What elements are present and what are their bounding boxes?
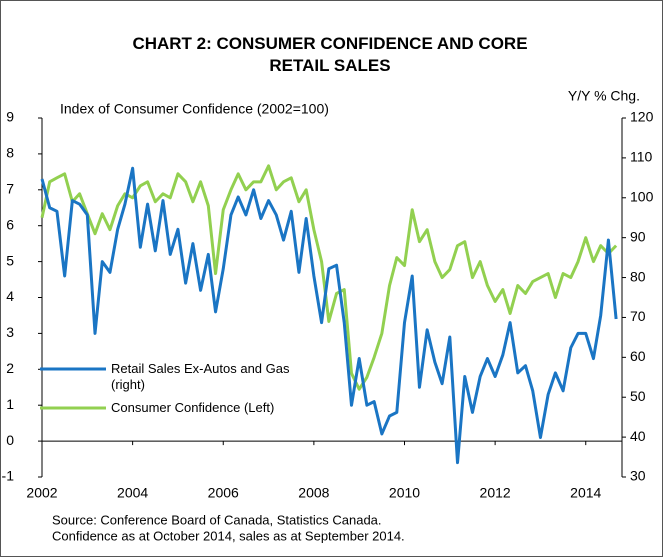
y-tick-label: 2 [6,360,14,376]
x-tick-label: 2012 [480,485,511,501]
y2-tick-label: 60 [630,348,646,364]
y2-tick-label: 50 [630,388,646,404]
y-tick-label: 1 [6,396,14,412]
series-line [40,166,618,465]
legend-label: Consumer Confidence (Left) [111,400,275,415]
x-tick-label: 2002 [26,485,57,501]
y-tick-label: 6 [6,216,14,232]
x-tick-label: 2004 [117,485,148,501]
x-tick-label: 2006 [208,485,239,501]
y-tick-label: 5 [6,252,14,268]
y2-tick-label: 100 [630,188,654,204]
y2-tick-label: 40 [630,428,646,444]
y-tick-label: -1 [2,468,15,484]
y-tick-label: 8 [6,145,14,161]
x-tick-label: 2008 [298,485,329,501]
y-tick-label: 0 [6,432,14,448]
note: Confidence as at October 2014, sales as … [52,528,405,543]
x-tick-label: 2010 [389,485,420,501]
y2-tick-label: 80 [630,268,646,284]
x-tick-label: 2014 [570,485,601,501]
y-axis-label: Index of Consumer Confidence (2002=100) [60,101,329,117]
y-tick-label: 9 [6,109,14,125]
y-tick-label: 4 [6,288,14,304]
y2-tick-label: 120 [630,109,654,125]
y-tick-label: 7 [6,181,14,197]
source: Source: Conference Board of Canada, Stat… [52,512,382,527]
y-tick-label: 3 [6,324,14,340]
y2-tick-label: 30 [630,468,646,484]
series-line [40,164,618,391]
y2-tick-label: 110 [630,149,653,165]
legend-label: Retail Sales Ex-Autos and Gas (right) [111,361,290,392]
y2-axis-label: Y/Y % Chg. [568,88,640,104]
y2-tick-label: 90 [630,228,646,244]
y2-tick-label: 70 [630,308,646,324]
chart-title: CHART 2: CONSUMER CONFIDENCE AND CORE RE… [132,34,528,75]
